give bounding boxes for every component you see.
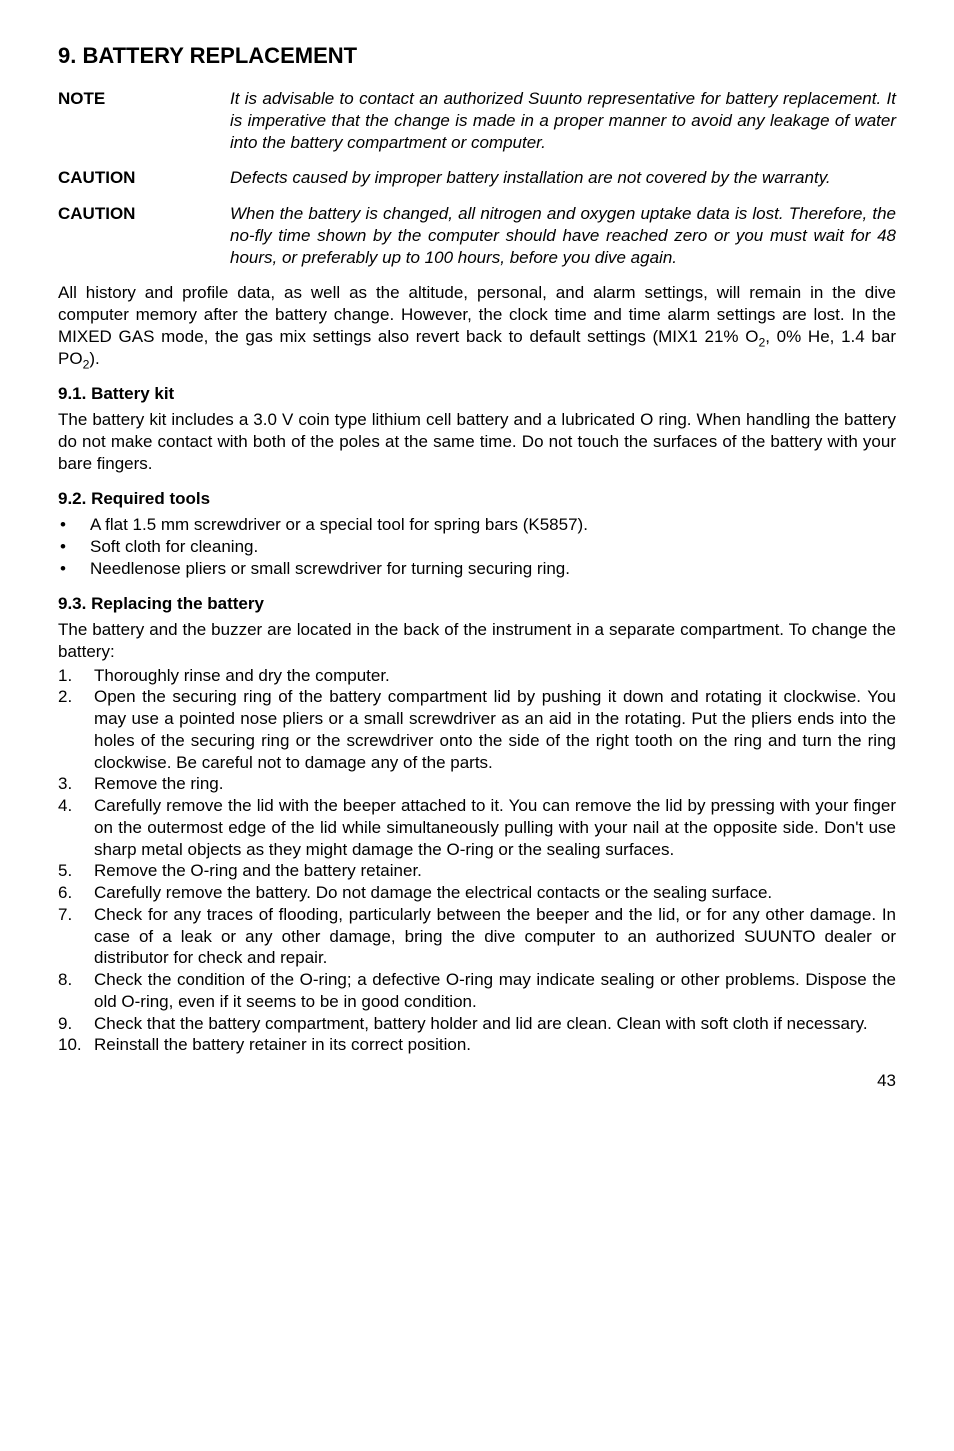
step-text: Check for any traces of flooding, partic… bbox=[94, 904, 896, 969]
section-heading: 9. BATTERY REPLACEMENT bbox=[58, 42, 896, 70]
list-item-text: Soft cloth for cleaning. bbox=[90, 536, 896, 558]
list-item: 9.Check that the battery compartment, ba… bbox=[58, 1013, 896, 1035]
step-number: 9. bbox=[58, 1013, 94, 1035]
subsection-9-1-paragraph: The battery kit includes a 3.0 V coin ty… bbox=[58, 409, 896, 474]
subsection-heading-9-1: 9.1. Battery kit bbox=[58, 383, 896, 405]
bullet-icon: • bbox=[58, 514, 90, 536]
note-body: When the battery is changed, all nitroge… bbox=[230, 203, 896, 268]
list-item: 2.Open the securing ring of the battery … bbox=[58, 686, 896, 773]
step-text: Remove the O-ring and the battery retain… bbox=[94, 860, 896, 882]
notes-block: NOTE It is advisable to contact an autho… bbox=[58, 88, 896, 268]
step-text: Check that the battery compartment, batt… bbox=[94, 1013, 896, 1035]
step-text: Reinstall the battery retainer in its co… bbox=[94, 1034, 896, 1056]
list-item: • Needlenose pliers or small screwdriver… bbox=[58, 558, 896, 580]
required-tools-list: • A flat 1.5 mm screwdriver or a special… bbox=[58, 514, 896, 579]
subsection-heading-9-3: 9.3. Replacing the battery bbox=[58, 593, 896, 615]
step-text: Check the condition of the O-ring; a def… bbox=[94, 969, 896, 1013]
step-text: Carefully remove the battery. Do not dam… bbox=[94, 882, 896, 904]
note-label: NOTE bbox=[58, 88, 230, 153]
step-number: 7. bbox=[58, 904, 94, 969]
step-number: 1. bbox=[58, 665, 94, 687]
step-number: 6. bbox=[58, 882, 94, 904]
list-item: • Soft cloth for cleaning. bbox=[58, 536, 896, 558]
step-text: Carefully remove the lid with the beeper… bbox=[94, 795, 896, 860]
intro-paragraph: All history and profile data, as well as… bbox=[58, 282, 896, 369]
note-body: It is advisable to contact an authorized… bbox=[230, 88, 896, 153]
step-text: Remove the ring. bbox=[94, 773, 896, 795]
list-item: 6.Carefully remove the battery. Do not d… bbox=[58, 882, 896, 904]
intro-text: ). bbox=[89, 349, 99, 368]
list-item: 4.Carefully remove the lid with the beep… bbox=[58, 795, 896, 860]
bullet-icon: • bbox=[58, 536, 90, 558]
list-item: 3.Remove the ring. bbox=[58, 773, 896, 795]
list-item: 1.Thoroughly rinse and dry the computer. bbox=[58, 665, 896, 687]
note-row: NOTE It is advisable to contact an autho… bbox=[58, 88, 896, 153]
list-item-text: A flat 1.5 mm screwdriver or a special t… bbox=[90, 514, 896, 536]
step-number: 3. bbox=[58, 773, 94, 795]
step-number: 4. bbox=[58, 795, 94, 860]
list-item-text: Needlenose pliers or small screwdriver f… bbox=[90, 558, 896, 580]
page-number: 43 bbox=[58, 1070, 896, 1092]
list-item: • A flat 1.5 mm screwdriver or a special… bbox=[58, 514, 896, 536]
step-text: Open the securing ring of the battery co… bbox=[94, 686, 896, 773]
note-label: CAUTION bbox=[58, 167, 230, 189]
step-number: 10. bbox=[58, 1034, 94, 1056]
note-row: CAUTION When the battery is changed, all… bbox=[58, 203, 896, 268]
steps-list: 1.Thoroughly rinse and dry the computer.… bbox=[58, 665, 896, 1057]
bullet-icon: • bbox=[58, 558, 90, 580]
note-label: CAUTION bbox=[58, 203, 230, 268]
list-item: 7.Check for any traces of flooding, part… bbox=[58, 904, 896, 969]
subsection-heading-9-2: 9.2. Required tools bbox=[58, 488, 896, 510]
note-row: CAUTION Defects caused by improper batte… bbox=[58, 167, 896, 189]
note-body: Defects caused by improper battery insta… bbox=[230, 167, 896, 189]
step-number: 2. bbox=[58, 686, 94, 773]
list-item: 10.Reinstall the battery retainer in its… bbox=[58, 1034, 896, 1056]
step-number: 8. bbox=[58, 969, 94, 1013]
subsection-9-3-intro: The battery and the buzzer are located i… bbox=[58, 619, 896, 663]
step-number: 5. bbox=[58, 860, 94, 882]
step-text: Thoroughly rinse and dry the computer. bbox=[94, 665, 896, 687]
list-item: 5.Remove the O-ring and the battery reta… bbox=[58, 860, 896, 882]
list-item: 8.Check the condition of the O-ring; a d… bbox=[58, 969, 896, 1013]
